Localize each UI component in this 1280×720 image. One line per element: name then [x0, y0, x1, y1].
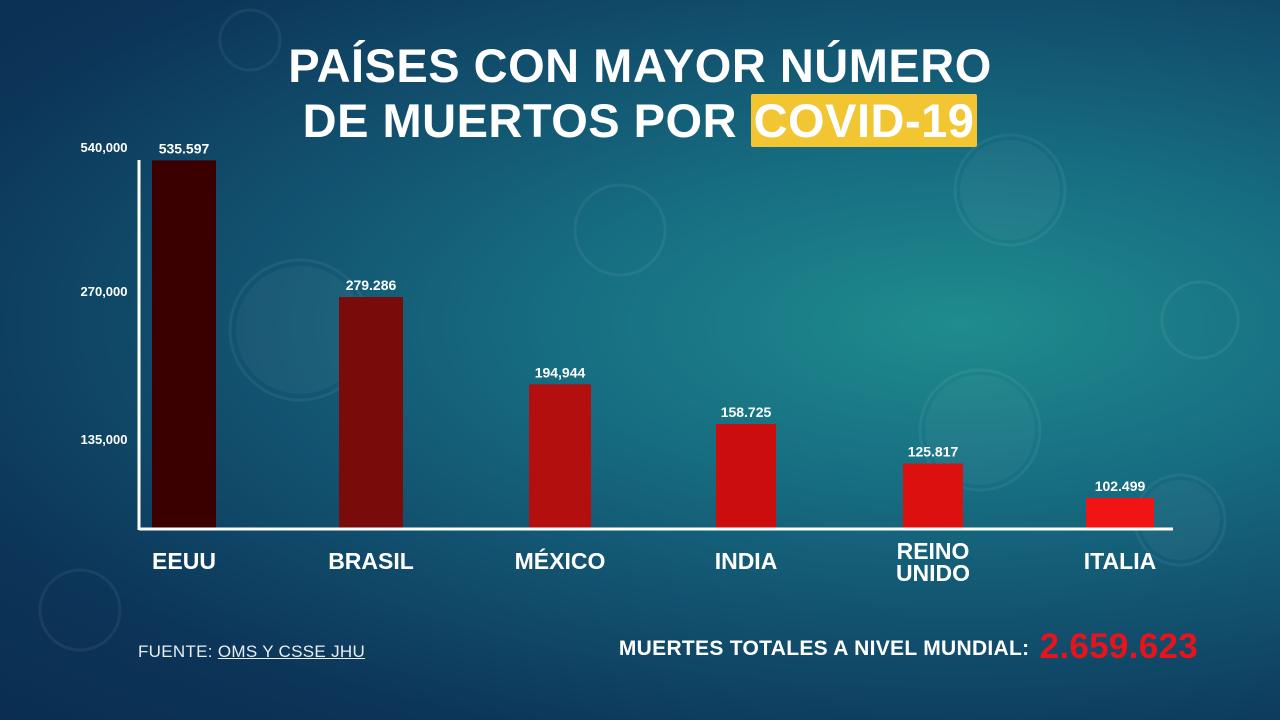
bar-value-label: 102.499: [1095, 478, 1146, 494]
chart-title: PAÍSES CON MAYOR NÚMERO DE MUERTOS POR C…: [0, 38, 1280, 148]
bar-italia: [1086, 498, 1154, 528]
bar-value-label: 535.597: [159, 140, 210, 156]
bar-value-label: 279.286: [346, 277, 397, 293]
world-total: MUERTES TOTALES A NIVEL MUNDIAL: 2.659.6…: [619, 627, 1198, 667]
bar-india: [716, 423, 776, 528]
bar-eeuu: [152, 160, 216, 528]
world-total-label: MUERTES TOTALES A NIVEL MUNDIAL:: [618, 637, 1030, 660]
bar-reino-unido: [903, 463, 963, 528]
title-line-1: PAÍSES CON MAYOR NÚMERO: [288, 39, 992, 92]
bar-value-label: 158.725: [721, 404, 772, 420]
x-tick-label: REINO UNIDO: [896, 538, 970, 586]
x-tick-label: EEUU: [152, 548, 216, 574]
bar-value-label: 125.817: [908, 444, 959, 460]
bar-méxico: [529, 384, 591, 528]
x-tick-label: ITALIA: [1084, 548, 1156, 574]
x-tick-label: MÉXICO: [515, 547, 606, 574]
y-tick-label: 540,000: [81, 140, 128, 155]
source-note: FUENTE: OMS Y CSSE JHU: [138, 642, 365, 662]
title-highlight: COVID-19: [750, 94, 978, 147]
title-line-2-prefix: DE MUERTOS POR: [302, 94, 738, 147]
x-tick-label: BRASIL: [328, 548, 414, 574]
bar-value-label: 194,944: [535, 364, 586, 380]
y-tick-label: 270,000: [81, 284, 128, 299]
source-link[interactable]: OMS Y CSSE JHU: [217, 642, 366, 661]
source-prefix: FUENTE:: [138, 642, 213, 661]
bar-brasil: [339, 297, 403, 528]
title-line-2: DE MUERTOS POR COVID-19: [0, 93, 1280, 148]
world-total-value: 2.659.623: [1039, 627, 1198, 666]
x-tick-label: INDIA: [715, 548, 778, 574]
y-tick-label: 135,000: [81, 432, 128, 447]
